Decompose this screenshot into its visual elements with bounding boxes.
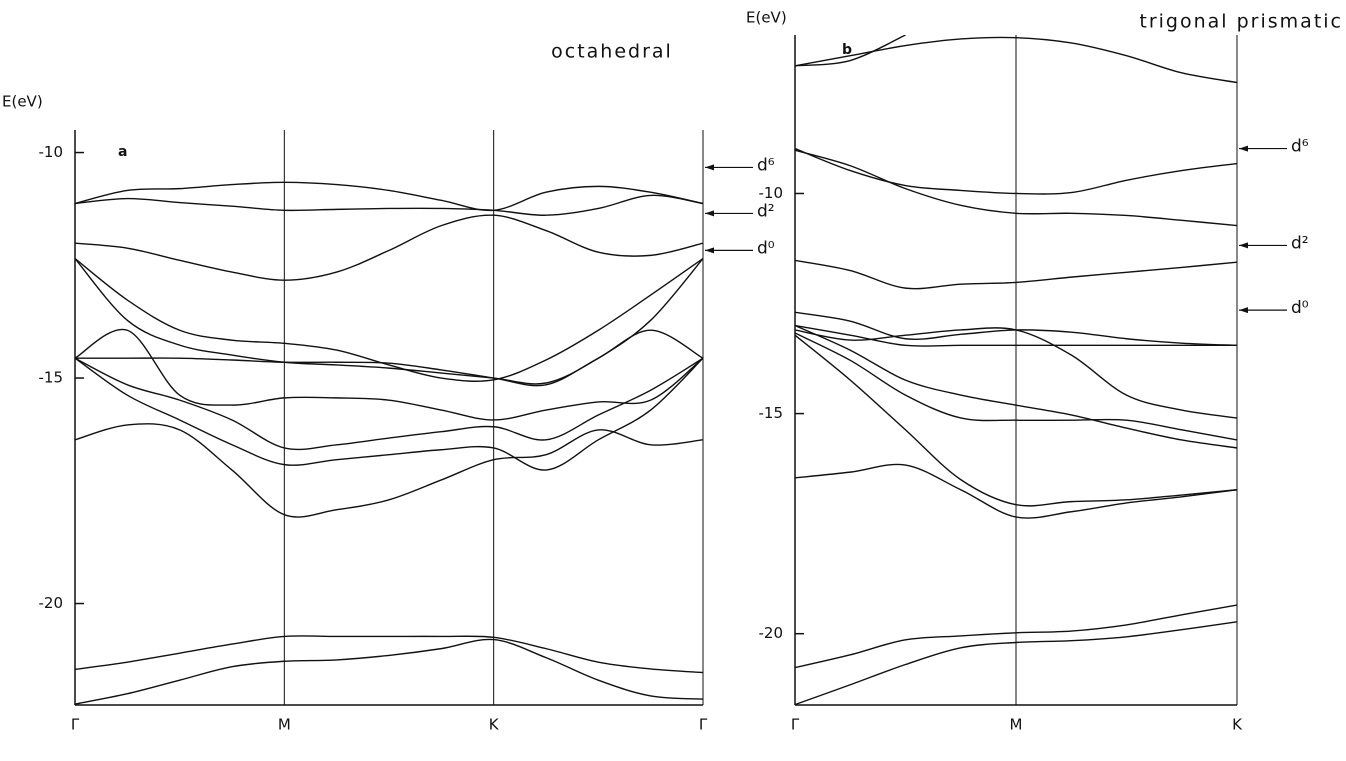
x-tick-label: K [1232,716,1243,734]
x-tick-label: Γ [791,716,800,734]
band-line [795,259,1237,290]
band-line [75,357,703,451]
band-line [75,181,703,212]
panel-label: b [842,42,852,58]
chart-title: octahedral [551,41,673,63]
band-line [795,324,1237,347]
chart-title: trigonal prismatic [1139,11,1343,33]
level-label: d² [757,201,775,221]
band-line [75,194,703,216]
band-line [795,463,1237,519]
x-tick-label: M [278,716,291,734]
band-line [75,257,703,382]
x-tick-label: K [489,716,500,734]
level-label: d⁶ [757,155,775,175]
band-line [75,423,703,518]
band-line [75,214,703,281]
x-tick-label: Γ [699,716,708,734]
level-label: d⁰ [1291,298,1309,318]
band-line [75,635,703,674]
y-tick-label: -15 [759,404,784,422]
band-line [795,149,1237,227]
y-tick-label: -20 [759,624,784,642]
y-axis-label: E(eV) [2,93,43,111]
y-tick-label: -10 [759,184,784,202]
y-tick-label: -15 [39,369,64,387]
y-tick-label: -20 [39,594,64,612]
band-line [75,357,703,471]
band-line [75,328,703,421]
panel-label: a [118,144,127,160]
band-line [795,324,1237,449]
level-label: d⁶ [1291,137,1309,157]
y-axis-label: E(eV) [746,9,787,27]
x-tick-label: Γ [71,716,80,734]
band-line [75,638,703,705]
y-tick-label: -10 [39,143,64,161]
band-line [795,604,1237,669]
band-line [795,147,1237,195]
band-line [795,327,1237,419]
level-label: d² [1291,233,1309,253]
band-line [795,36,1237,84]
band-line [75,329,703,387]
level-label: d⁰ [757,238,775,258]
x-tick-label: M [1010,716,1023,734]
band-line [795,334,1237,507]
band-line [795,332,1237,441]
band-line [795,35,906,67]
band-line [795,621,1237,705]
